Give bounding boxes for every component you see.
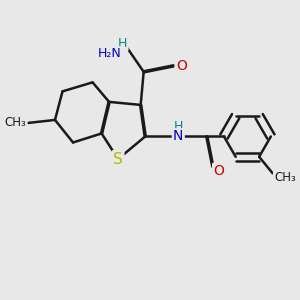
Text: S: S xyxy=(113,152,123,166)
Text: H₂N: H₂N xyxy=(98,47,121,60)
Text: H: H xyxy=(174,120,183,134)
Text: N: N xyxy=(173,130,183,143)
Text: CH₃: CH₃ xyxy=(5,116,26,129)
Text: H: H xyxy=(118,37,127,50)
Text: CH₃: CH₃ xyxy=(274,171,296,184)
Text: O: O xyxy=(213,164,224,178)
Text: O: O xyxy=(176,59,187,73)
